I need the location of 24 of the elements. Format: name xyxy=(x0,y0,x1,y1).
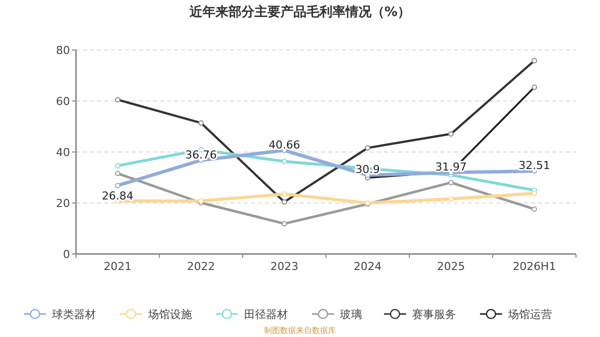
x-tick-label: 2023 xyxy=(270,260,298,273)
y-tick-label: 80 xyxy=(56,44,70,57)
data-label: 32.51 xyxy=(518,159,550,172)
legend-label: 田径器材 xyxy=(244,308,288,321)
data-label: 40.66 xyxy=(268,138,300,152)
legend-label: 球类器材 xyxy=(52,308,96,321)
legend-label: 赛事服务 xyxy=(412,308,456,321)
legend-label: 场馆运营 xyxy=(507,308,552,321)
y-tick-label: 0 xyxy=(63,248,70,261)
x-tick-label: 2026H1 xyxy=(512,260,556,273)
data-label: 30.9 xyxy=(355,163,380,176)
chart-title: 近年来部分主要产品毛利率情况（%） xyxy=(188,4,411,20)
x-tick-label: 2022 xyxy=(187,260,215,273)
x-tick-label: 2025 xyxy=(437,260,465,273)
y-tick-label: 60 xyxy=(56,95,70,108)
data-label: 36.76 xyxy=(185,148,217,162)
data-label: 26.84 xyxy=(102,190,134,203)
x-tick-label: 2024 xyxy=(354,260,382,273)
text: 制图数据来自数据库 xyxy=(264,326,336,335)
legend-label: 场馆设施 xyxy=(147,308,192,321)
x-tick-label: 2021 xyxy=(104,260,132,273)
y-tick-label: 40 xyxy=(56,146,70,159)
legend-label: 玻璃 xyxy=(340,308,362,321)
y-tick-label: 20 xyxy=(56,197,70,210)
